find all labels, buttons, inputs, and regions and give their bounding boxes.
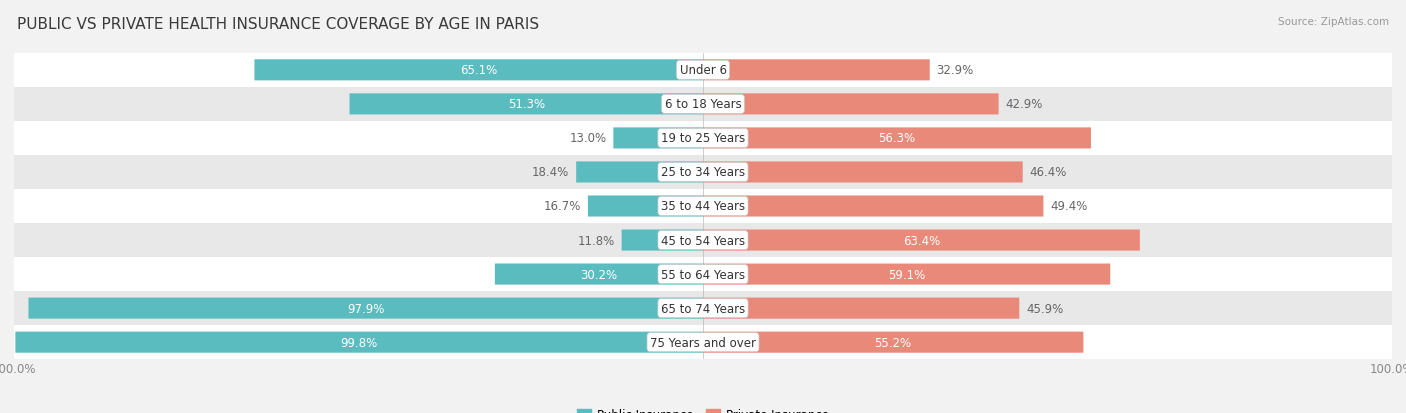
Text: 35 to 44 Years: 35 to 44 Years bbox=[661, 200, 745, 213]
FancyBboxPatch shape bbox=[14, 190, 1392, 223]
FancyBboxPatch shape bbox=[703, 196, 1043, 217]
Text: 30.2%: 30.2% bbox=[581, 268, 617, 281]
FancyBboxPatch shape bbox=[350, 94, 703, 115]
FancyBboxPatch shape bbox=[588, 196, 703, 217]
FancyBboxPatch shape bbox=[703, 94, 998, 115]
Text: 46.4%: 46.4% bbox=[1029, 166, 1067, 179]
Text: 51.3%: 51.3% bbox=[508, 98, 546, 111]
FancyBboxPatch shape bbox=[14, 325, 1392, 359]
FancyBboxPatch shape bbox=[703, 298, 1019, 319]
Text: 11.8%: 11.8% bbox=[578, 234, 614, 247]
FancyBboxPatch shape bbox=[495, 264, 703, 285]
Text: 19 to 25 Years: 19 to 25 Years bbox=[661, 132, 745, 145]
Text: 56.3%: 56.3% bbox=[879, 132, 915, 145]
FancyBboxPatch shape bbox=[14, 190, 1392, 223]
FancyBboxPatch shape bbox=[14, 156, 1392, 189]
FancyBboxPatch shape bbox=[576, 162, 703, 183]
Text: 75 Years and over: 75 Years and over bbox=[650, 336, 756, 349]
FancyBboxPatch shape bbox=[703, 60, 929, 81]
Text: PUBLIC VS PRIVATE HEALTH INSURANCE COVERAGE BY AGE IN PARIS: PUBLIC VS PRIVATE HEALTH INSURANCE COVER… bbox=[17, 17, 538, 31]
FancyBboxPatch shape bbox=[14, 122, 1392, 155]
Text: 55.2%: 55.2% bbox=[875, 336, 911, 349]
Text: 13.0%: 13.0% bbox=[569, 132, 606, 145]
FancyBboxPatch shape bbox=[28, 298, 703, 319]
Text: 6 to 18 Years: 6 to 18 Years bbox=[665, 98, 741, 111]
Text: 45 to 54 Years: 45 to 54 Years bbox=[661, 234, 745, 247]
FancyBboxPatch shape bbox=[703, 264, 1111, 285]
FancyBboxPatch shape bbox=[703, 128, 1091, 149]
FancyBboxPatch shape bbox=[14, 258, 1392, 291]
Text: 65.1%: 65.1% bbox=[460, 64, 498, 77]
FancyBboxPatch shape bbox=[703, 332, 1084, 353]
Text: 55 to 64 Years: 55 to 64 Years bbox=[661, 268, 745, 281]
Text: 59.1%: 59.1% bbox=[889, 268, 925, 281]
FancyBboxPatch shape bbox=[14, 156, 1392, 190]
Text: 97.9%: 97.9% bbox=[347, 302, 384, 315]
FancyBboxPatch shape bbox=[14, 292, 1392, 325]
FancyBboxPatch shape bbox=[254, 60, 703, 81]
FancyBboxPatch shape bbox=[703, 162, 1022, 183]
FancyBboxPatch shape bbox=[14, 54, 1392, 88]
FancyBboxPatch shape bbox=[14, 121, 1392, 156]
Text: 18.4%: 18.4% bbox=[531, 166, 569, 179]
FancyBboxPatch shape bbox=[613, 128, 703, 149]
Text: 99.8%: 99.8% bbox=[340, 336, 378, 349]
Text: 32.9%: 32.9% bbox=[936, 64, 974, 77]
Text: 16.7%: 16.7% bbox=[544, 200, 581, 213]
Text: Source: ZipAtlas.com: Source: ZipAtlas.com bbox=[1278, 17, 1389, 26]
FancyBboxPatch shape bbox=[14, 54, 1392, 87]
Text: 65 to 74 Years: 65 to 74 Years bbox=[661, 302, 745, 315]
FancyBboxPatch shape bbox=[14, 224, 1392, 257]
FancyBboxPatch shape bbox=[703, 230, 1140, 251]
FancyBboxPatch shape bbox=[14, 88, 1392, 121]
FancyBboxPatch shape bbox=[621, 230, 703, 251]
Text: Under 6: Under 6 bbox=[679, 64, 727, 77]
FancyBboxPatch shape bbox=[14, 326, 1392, 359]
Text: 45.9%: 45.9% bbox=[1026, 302, 1063, 315]
Legend: Public Insurance, Private Insurance: Public Insurance, Private Insurance bbox=[578, 408, 828, 413]
FancyBboxPatch shape bbox=[14, 88, 1392, 121]
FancyBboxPatch shape bbox=[15, 332, 703, 353]
FancyBboxPatch shape bbox=[14, 223, 1392, 257]
FancyBboxPatch shape bbox=[14, 292, 1392, 325]
Text: 25 to 34 Years: 25 to 34 Years bbox=[661, 166, 745, 179]
Text: 49.4%: 49.4% bbox=[1050, 200, 1088, 213]
FancyBboxPatch shape bbox=[14, 257, 1392, 292]
Text: 42.9%: 42.9% bbox=[1005, 98, 1043, 111]
Text: 63.4%: 63.4% bbox=[903, 234, 941, 247]
